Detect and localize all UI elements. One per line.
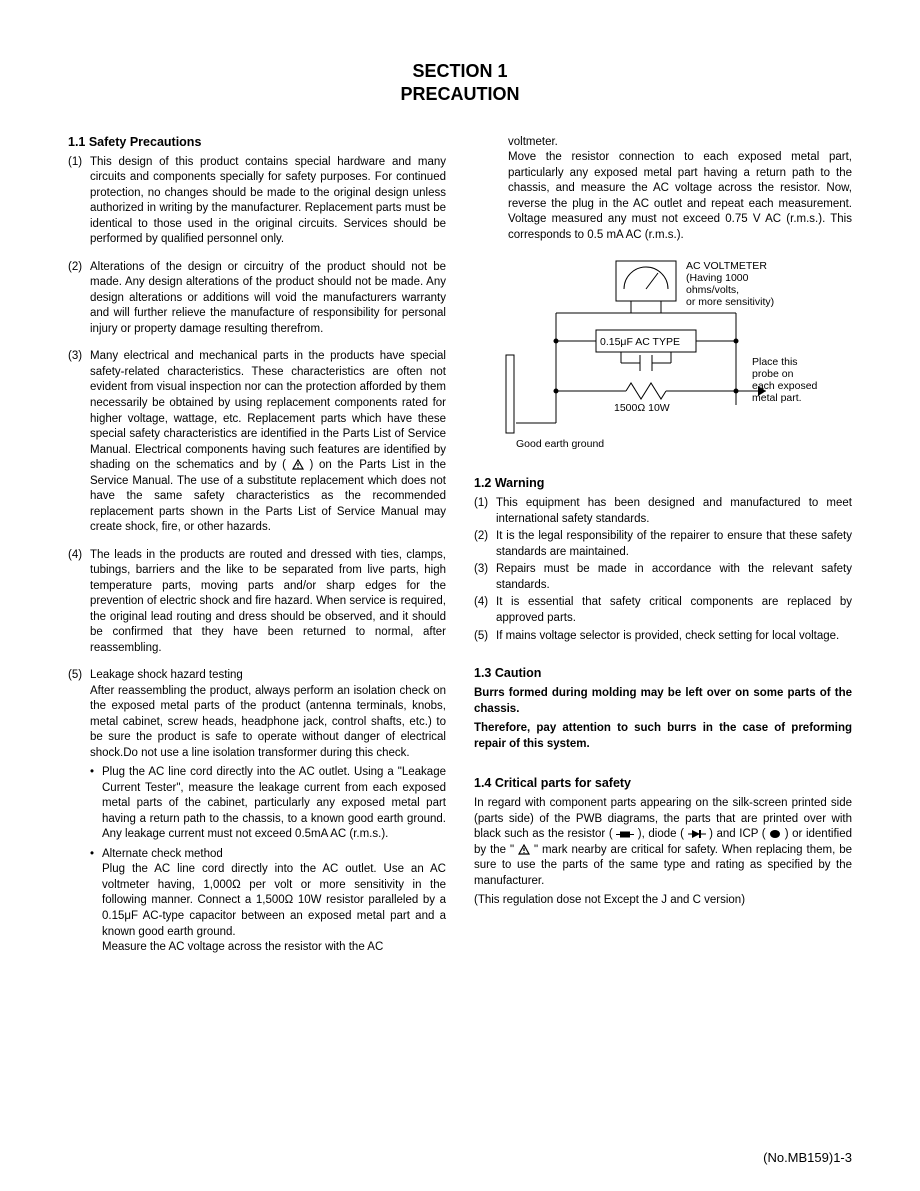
bullet-dot: • [90, 847, 102, 956]
text-part: ) and ICP ( [706, 828, 770, 840]
list-item: (5) Leakage shock hazard testing After r… [68, 668, 446, 959]
item-text: If mains voltage selector is provided, c… [496, 629, 852, 645]
item-body: After reassembling the product, always p… [90, 685, 446, 759]
list-item: (1) This equipment has been designed and… [474, 496, 852, 527]
diagram-label: each exposed [752, 380, 818, 392]
item-text: The leads in the products are routed and… [90, 548, 446, 657]
item-text: It is essential that safety critical com… [496, 595, 852, 626]
warning-triangle-icon [518, 844, 530, 855]
list-item: (1) This design of this product contains… [68, 155, 446, 248]
item-number: (5) [474, 629, 496, 645]
text-part: ), diode ( [634, 828, 687, 840]
text-part: voltmeter. [508, 136, 558, 148]
item-text: Many electrical and mechanical parts in … [90, 349, 446, 535]
diagram-label: 0.15μF AC TYPE [600, 336, 680, 348]
sub-bullet-list: • Plug the AC line cord directly into th… [90, 765, 446, 955]
heading-1-4: 1.4 Critical parts for safety [474, 776, 852, 790]
section-line1: SECTION 1 [68, 60, 852, 83]
caution-text: Therefore, pay attention to such burrs i… [474, 721, 852, 752]
diagram-label: or more sensitivity) [686, 296, 774, 308]
diagram-label: probe on [752, 368, 794, 380]
diagram-label: ohms/volts, [686, 284, 739, 296]
item-text: This equipment has been designed and man… [496, 496, 852, 527]
warning-triangle-icon [292, 459, 304, 470]
left-column: 1.1 Safety Precautions (1) This design o… [68, 135, 446, 962]
circuit-diagram-svg: AC VOLTMETER (Having 1000 ohms/volts, or… [496, 255, 836, 455]
bullet-body: Plug the AC line cord directly into the … [102, 863, 446, 937]
item-text: It is the legal responsibility of the re… [496, 529, 852, 560]
list-item: (4) It is essential that safety critical… [474, 595, 852, 626]
item-text: Repairs must be made in accordance with … [496, 562, 852, 593]
two-column-layout: 1.1 Safety Precautions (1) This design o… [68, 135, 852, 962]
text-part: Many electrical and mechanical parts in … [90, 350, 446, 471]
critical-parts-note: (This regulation dose not Except the J a… [474, 893, 852, 909]
list-item: (3) Repairs must be made in accordance w… [474, 562, 852, 593]
item-subhead: Leakage shock hazard testing [90, 669, 243, 681]
bullet-text: Alternate check method Plug the AC line … [102, 847, 446, 956]
precautions-list: (1) This design of this product contains… [68, 155, 446, 960]
section-title: SECTION 1 PRECAUTION [68, 60, 852, 107]
item-text: This design of this product contains spe… [90, 155, 446, 248]
heading-1-3: 1.3 Caution [474, 666, 852, 680]
item-number: (2) [474, 529, 496, 560]
list-item: (5) If mains voltage selector is provide… [474, 629, 852, 645]
bullet-subhead: Alternate check method [102, 848, 223, 860]
item-text: Alterations of the design or circuitry o… [90, 260, 446, 338]
circuit-diagram: AC VOLTMETER (Having 1000 ohms/volts, or… [496, 255, 852, 460]
bullet-dot: • [90, 765, 102, 843]
item-number: (4) [68, 548, 90, 657]
text-part: " mark nearby are critical for safety. W… [474, 844, 852, 887]
diagram-label: Good earth ground [516, 438, 604, 450]
diagram-label: metal part. [752, 392, 802, 404]
right-column: voltmeter. Move the resistor connection … [474, 135, 852, 962]
caution-text: Burrs formed during molding may be left … [474, 686, 852, 717]
bullet-body: Measure the AC voltage across the resist… [102, 941, 383, 953]
page-number: (No.MB159)1-3 [763, 1150, 852, 1165]
critical-parts-text: In regard with component parts appearing… [474, 796, 852, 889]
list-item: (4) The leads in the products are routed… [68, 548, 446, 657]
diagram-label: AC VOLTMETER [686, 260, 767, 272]
text-part: Move the resistor connection to each exp… [508, 151, 852, 241]
item-number: (1) [474, 496, 496, 527]
list-item: (2) Alterations of the design or circuit… [68, 260, 446, 338]
heading-1-1: 1.1 Safety Precautions [68, 135, 446, 149]
warning-list: (1) This equipment has been designed and… [474, 496, 852, 644]
item-number: (3) [68, 349, 90, 535]
icp-symbol-icon [769, 829, 781, 839]
continuation-text: voltmeter. Move the resistor connection … [508, 135, 852, 244]
bullet-text: Plug the AC line cord directly into the … [102, 765, 446, 843]
diode-symbol-icon [688, 829, 706, 839]
diagram-label: 1500Ω 10W [614, 402, 670, 414]
item-number: (4) [474, 595, 496, 626]
list-item: (2) It is the legal responsibility of th… [474, 529, 852, 560]
diagram-label: Place this [752, 356, 798, 368]
diagram-label: (Having 1000 [686, 272, 749, 284]
section-line2: PRECAUTION [68, 83, 852, 106]
item-number: (3) [474, 562, 496, 593]
resistor-symbol-icon [616, 830, 634, 839]
heading-1-2: 1.2 Warning [474, 476, 852, 490]
item-number: (5) [68, 668, 90, 959]
item-text: Leakage shock hazard testing After reass… [90, 668, 446, 959]
list-item: • Plug the AC line cord directly into th… [90, 765, 446, 843]
item-number: (2) [68, 260, 90, 338]
list-item: • Alternate check method Plug the AC lin… [90, 847, 446, 956]
list-item: (3) Many electrical and mechanical parts… [68, 349, 446, 535]
item-number: (1) [68, 155, 90, 248]
